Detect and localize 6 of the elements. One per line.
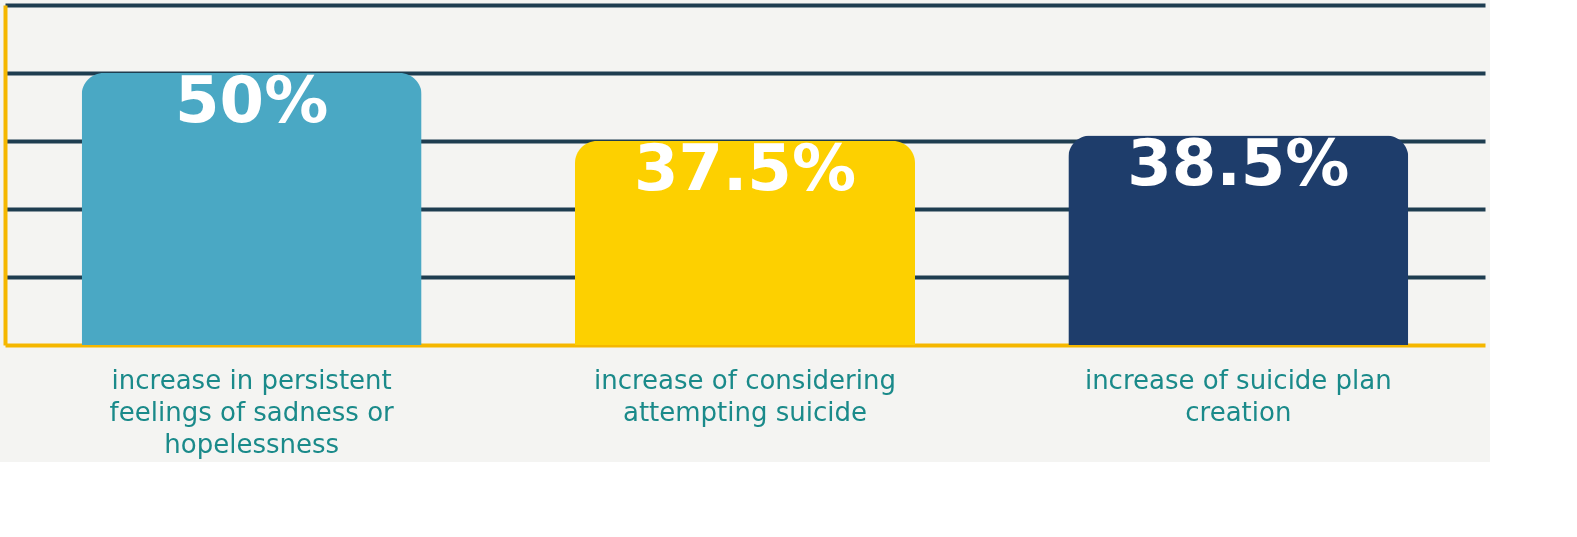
data-label: 50% <box>175 63 329 137</box>
x-tick-label: increase in persistent feelings of sadness or hopelessness <box>109 364 395 459</box>
data-label: 38.5% <box>1127 125 1350 200</box>
x-tick-label: increase of considering attempting suicide <box>593 364 897 427</box>
x-tick-label: increase of suicide plan creation <box>1084 364 1392 427</box>
data-label: 37.5% <box>633 131 857 205</box>
